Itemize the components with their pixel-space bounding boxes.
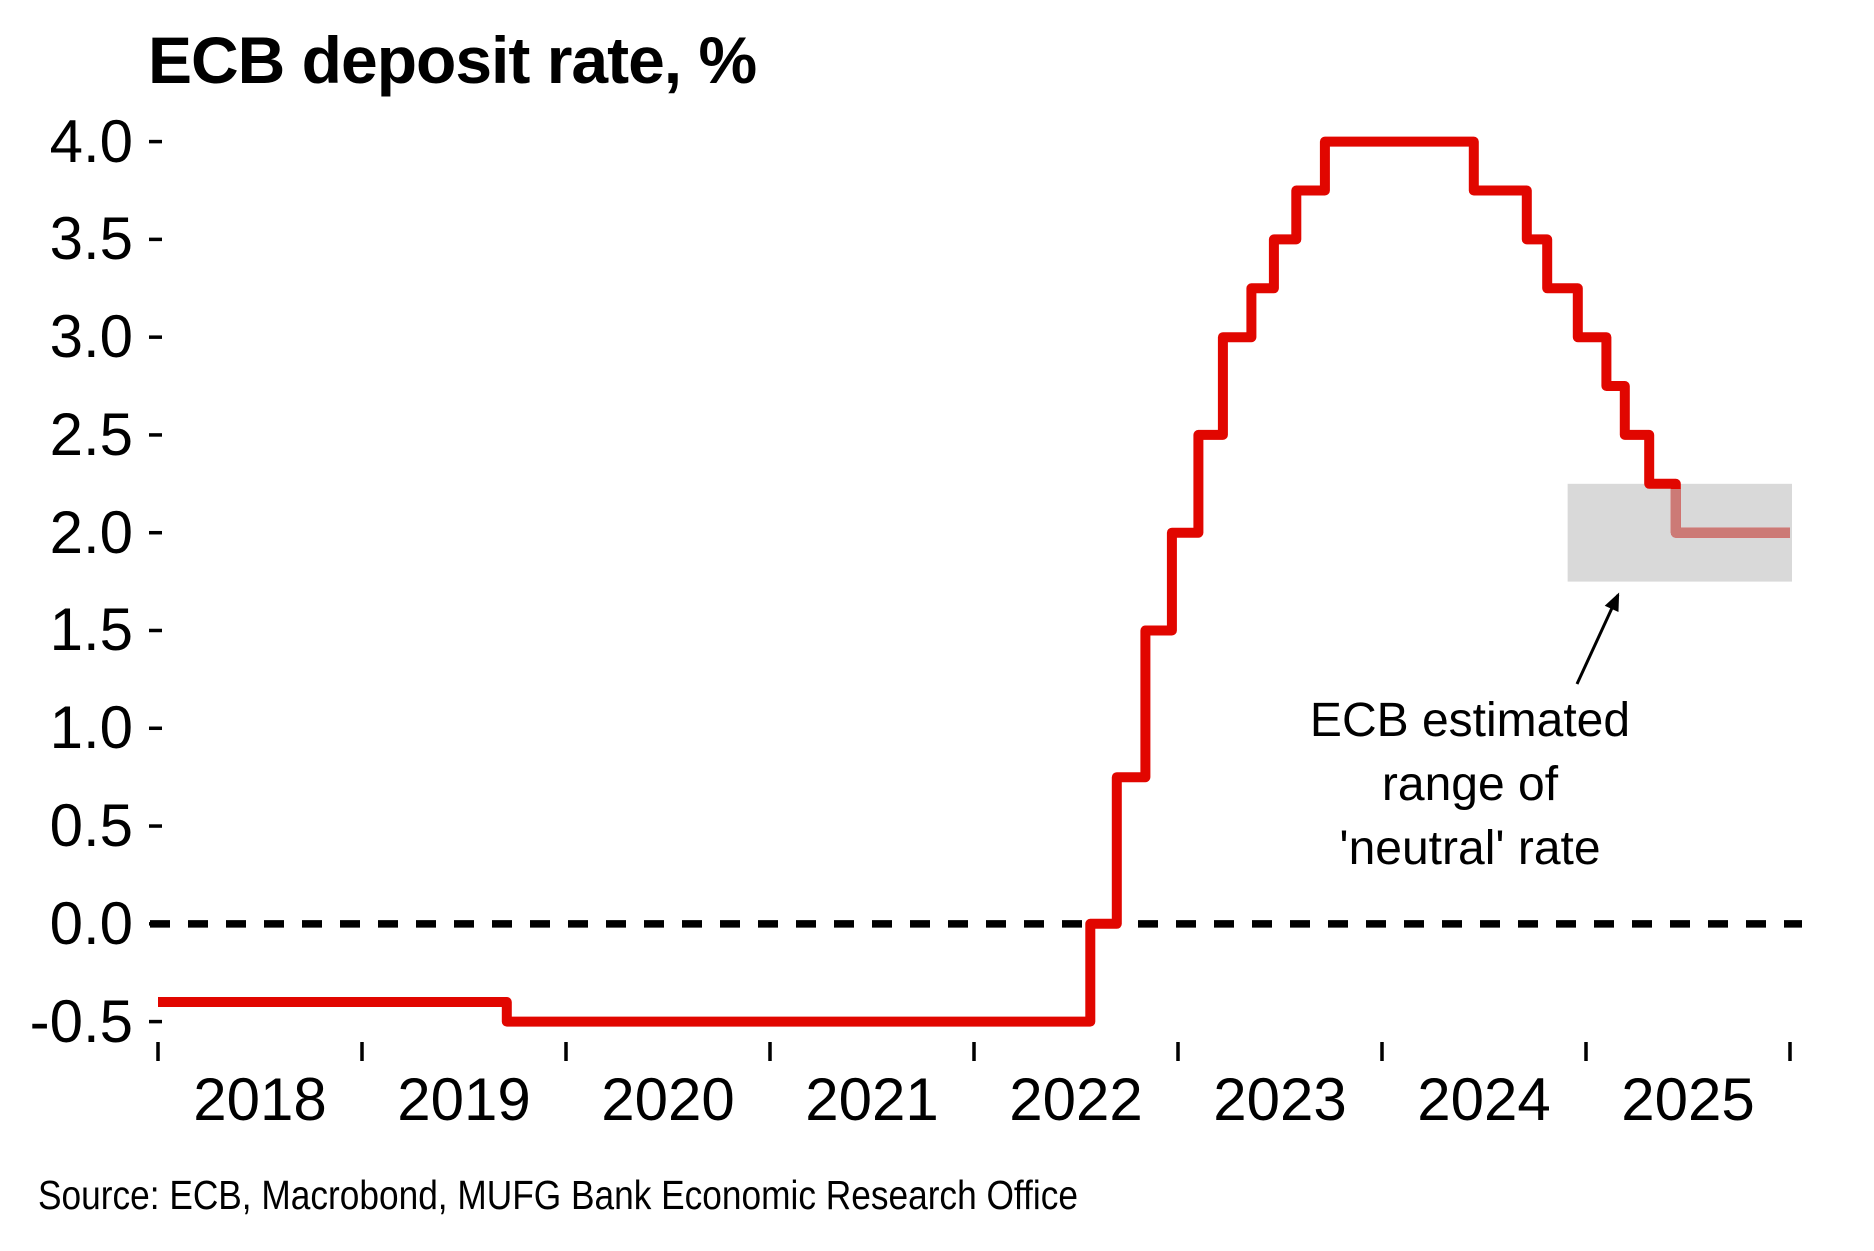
x-axis-label: 2023 [1213,1066,1347,1133]
x-axis-label: 2021 [805,1066,939,1133]
deposit-rate-line [158,136,1790,1027]
y-axis-label: 4.0 [49,107,133,175]
annotation-line-1: ECB estimated [1309,694,1631,747]
y-axis-label: 0.5 [49,792,133,860]
y-axis-label: 3.0 [49,303,133,371]
y-axis-label: 1.0 [49,694,133,762]
y-axis-label: -0.5 [29,987,133,1055]
x-axis-label: 2022 [1009,1066,1143,1133]
source-note: Source: ECB, Macrobond, MUFG Bank Econom… [38,1172,1078,1218]
annotation-neutral-rate: ECB estimated range of 'neutral' rate [1210,689,1730,881]
annotation-arrow [1575,592,1620,685]
x-axis-label: 2024 [1417,1066,1551,1133]
annotation-line-2: range of [1381,758,1559,811]
y-axis-label: 2.0 [49,498,133,566]
y-axis-label: 0.0 [49,889,133,957]
y-axis-label: 2.5 [49,400,133,468]
y-axis-label: 3.5 [49,205,133,273]
x-axis-label: 2018 [193,1066,327,1133]
x-axis-label: 2020 [601,1066,735,1133]
chart-title: ECB deposit rate, % [148,23,757,97]
y-axis-label: 1.5 [49,596,133,664]
x-axis-label: 2019 [397,1066,531,1133]
x-axis-label: 2025 [1621,1066,1755,1133]
annotation-line-3: 'neutral' rate [1339,822,1601,875]
